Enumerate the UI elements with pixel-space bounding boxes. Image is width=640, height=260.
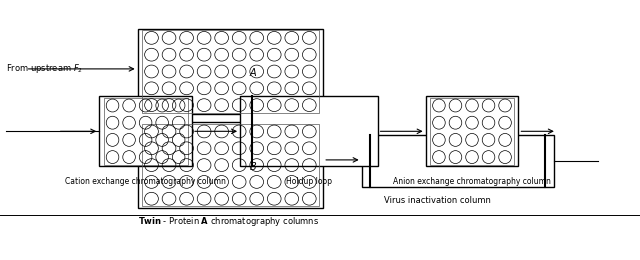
Text: Anion exchange chromatography column: Anion exchange chromatography column (394, 177, 551, 186)
Bar (99, 96, 192, 166)
Bar (104, 98, 188, 165)
Text: $\mathbf{Twin}$ - Protein $\mathbf{A}$ chromatography columns: $\mathbf{Twin}$ - Protein $\mathbf{A}$ c… (138, 214, 319, 228)
Text: Holdup loop: Holdup loop (286, 177, 332, 186)
Bar (362, 135, 554, 187)
Bar (240, 96, 378, 166)
Text: B: B (250, 162, 256, 172)
Bar (426, 96, 518, 166)
Bar (138, 29, 323, 114)
Text: A: A (250, 68, 256, 78)
Text: From upstream $F_2$: From upstream $F_2$ (6, 62, 83, 75)
Bar (138, 122, 323, 208)
Bar (430, 98, 514, 165)
Bar (142, 30, 319, 113)
Text: Virus inactivation column: Virus inactivation column (384, 196, 491, 205)
Text: Cation exchange chromatography column: Cation exchange chromatography column (65, 177, 227, 186)
Bar (142, 124, 319, 206)
